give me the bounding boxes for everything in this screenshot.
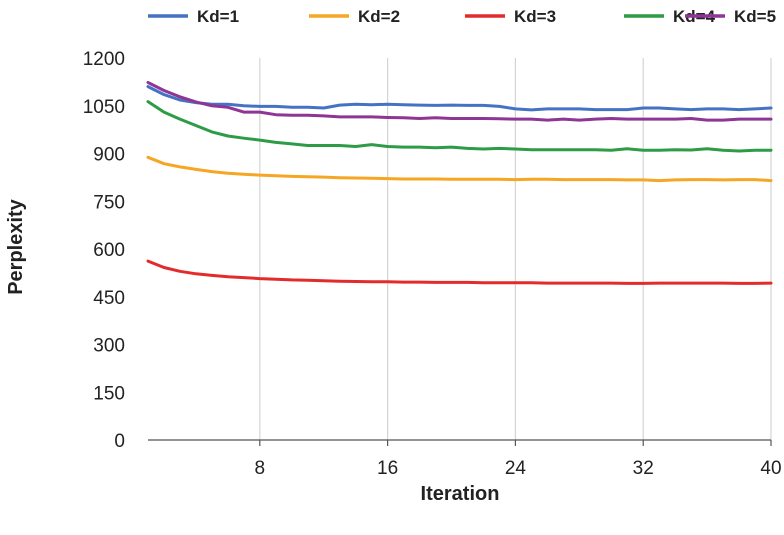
series-line-kd-2 [146,155,773,183]
series-line-kd-5 [146,81,773,122]
x-axis-title: Iteration [421,483,500,505]
legend-label: Kd=1 [197,7,239,26]
y-tick-label: 1050 [83,97,125,118]
y-axis-ticks: 0 150 300 450 600 750 900 1050 1200 [83,49,125,452]
x-axis-ticks: 8 16 24 32 40 [255,440,782,479]
vertical-gridlines [259,58,772,440]
x-tick-label: 24 [505,458,527,479]
legend-label: Kd=5 [734,7,776,26]
x-tick-label: 40 [760,458,781,479]
y-tick-label: 900 [93,145,125,166]
y-tick-label: 600 [93,240,125,261]
legend: Kd=1 Kd=2 Kd=3 Kd=4 Kd=5 [148,7,776,26]
y-tick-label: 1200 [83,49,125,70]
y-tick-label: 150 [93,383,125,404]
series-lines [146,81,773,285]
series-line-kd-4 [146,100,773,153]
x-tick-label: 16 [377,458,398,479]
series-line-kd-3 [146,259,773,285]
series-line-kd-1 [146,85,773,112]
x-tick-label: 32 [633,458,654,479]
y-axis-title: Perplexity [5,198,27,294]
y-tick-label: 300 [93,336,125,357]
y-tick-label: 0 [114,431,125,452]
legend-label: Kd=2 [358,7,400,26]
x-tick-label: 8 [255,458,266,479]
y-tick-label: 750 [93,192,125,213]
legend-label: Kd=3 [514,7,556,26]
y-tick-label: 450 [93,288,125,309]
